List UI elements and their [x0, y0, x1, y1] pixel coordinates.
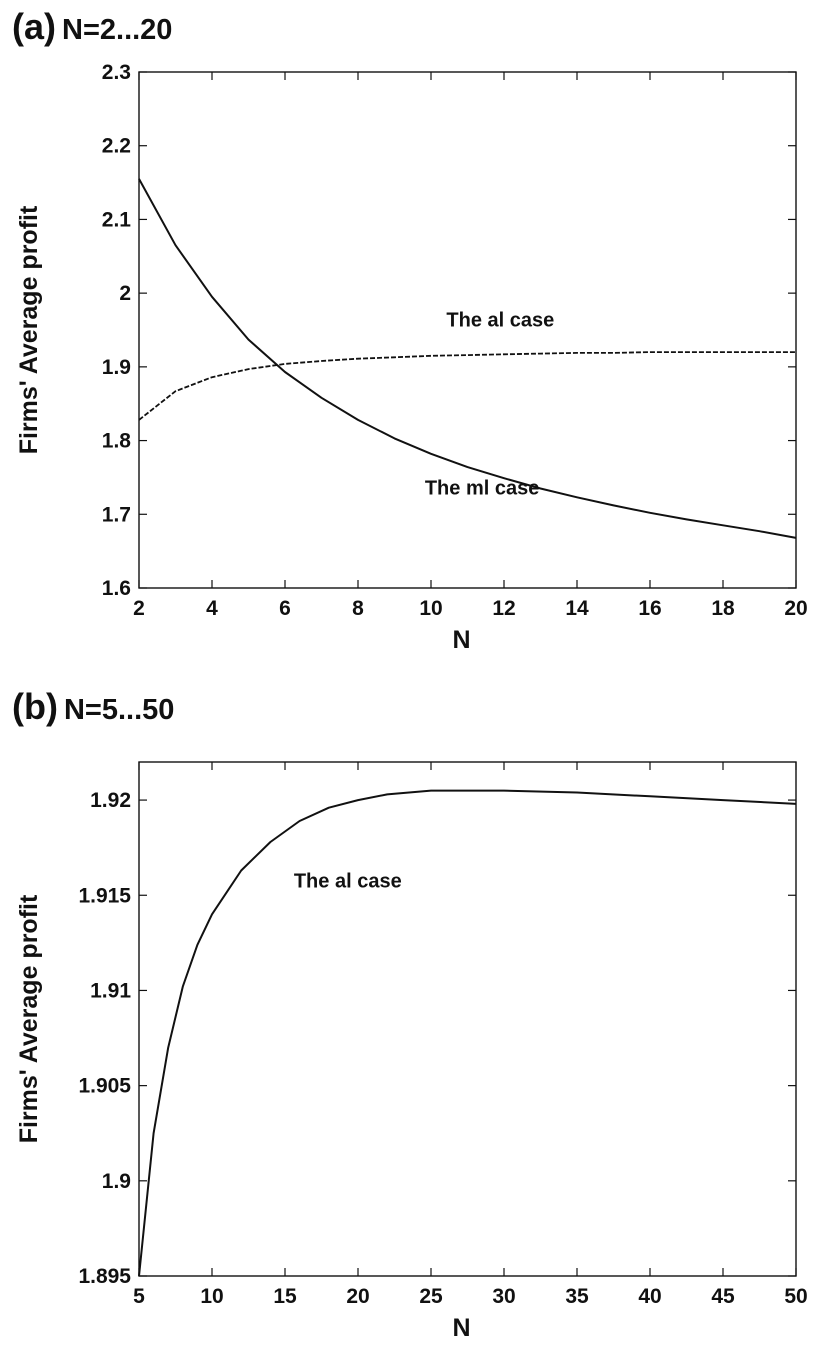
x-tick-label-b: 30 — [492, 1285, 515, 1308]
panel-b-title: (b) N=5...50 — [12, 686, 174, 728]
y-tick-label-b: 1.92 — [90, 789, 131, 812]
x-tick-label-a: 18 — [711, 597, 735, 620]
x-tick-label-b: 50 — [784, 1285, 807, 1308]
x-tick-label-a: 6 — [279, 597, 291, 620]
y-tick-label-a: 1.8 — [102, 430, 132, 453]
annotation-label-a: The ml case — [425, 477, 540, 499]
x-tick-label-b: 45 — [711, 1285, 735, 1308]
x-tick-label-a: 12 — [492, 597, 515, 620]
y-tick-label-b: 1.905 — [78, 1075, 131, 1098]
y-tick-label-b: 1.9 — [102, 1170, 131, 1193]
x-tick-label-b: 35 — [565, 1285, 589, 1308]
x-tick-label-a: 4 — [206, 597, 218, 620]
y-tick-label-a: 2.3 — [102, 61, 131, 84]
y-tick-label-a: 1.9 — [102, 356, 131, 379]
y-tick-label-b: 1.915 — [78, 884, 131, 907]
panel-b-range: N=5...50 — [63, 694, 175, 726]
y-tick-label-a: 2.2 — [102, 135, 131, 158]
panel-a-range: N=2...20 — [62, 14, 173, 46]
panel-b-label: (b) — [12, 686, 58, 727]
annotation-label-a: The al case — [446, 309, 554, 331]
y-tick-label-a: 2.1 — [102, 208, 132, 231]
x-tick-label-a: 16 — [638, 597, 661, 620]
panel-a-title: (a) N=2...20 — [12, 6, 172, 48]
y-tick-label-b: 1.895 — [78, 1265, 131, 1288]
x-tick-label-a: 8 — [352, 597, 364, 620]
y-tick-label-a: 1.6 — [102, 577, 131, 600]
x-tick-label-b: 5 — [133, 1285, 145, 1308]
y-axis-label-b: Firms' Average profit — [15, 894, 43, 1143]
x-axis-label-a: N — [452, 626, 470, 654]
x-tick-label-b: 15 — [273, 1285, 297, 1308]
plot-frame-a — [138, 71, 797, 589]
x-tick-label-a: 20 — [784, 597, 807, 620]
y-axis-label-a: Firms' Average profit — [15, 205, 43, 454]
x-tick-label-b: 20 — [346, 1285, 369, 1308]
panel-a-label: (a) — [12, 6, 56, 47]
x-tick-label-b: 40 — [638, 1285, 661, 1308]
series-line-a-2 — [138, 351, 796, 421]
x-tick-label-a: 14 — [565, 597, 589, 620]
plot-frame-b — [138, 761, 797, 1277]
y-tick-label-a: 1.7 — [102, 503, 131, 526]
x-tick-label-b: 25 — [419, 1285, 443, 1308]
series-line-a-1 — [138, 178, 797, 539]
y-tick-label-a: 2 — [119, 282, 131, 305]
x-tick-label-a: 2 — [133, 597, 145, 620]
annotation-label-b: The al case — [294, 871, 402, 893]
x-tick-label-b: 10 — [200, 1285, 223, 1308]
y-tick-label-b: 1.91 — [90, 979, 131, 1002]
x-axis-label-b: N — [452, 1314, 470, 1342]
x-tick-label-a: 10 — [419, 597, 442, 620]
series-line-b-1 — [138, 789, 797, 1277]
